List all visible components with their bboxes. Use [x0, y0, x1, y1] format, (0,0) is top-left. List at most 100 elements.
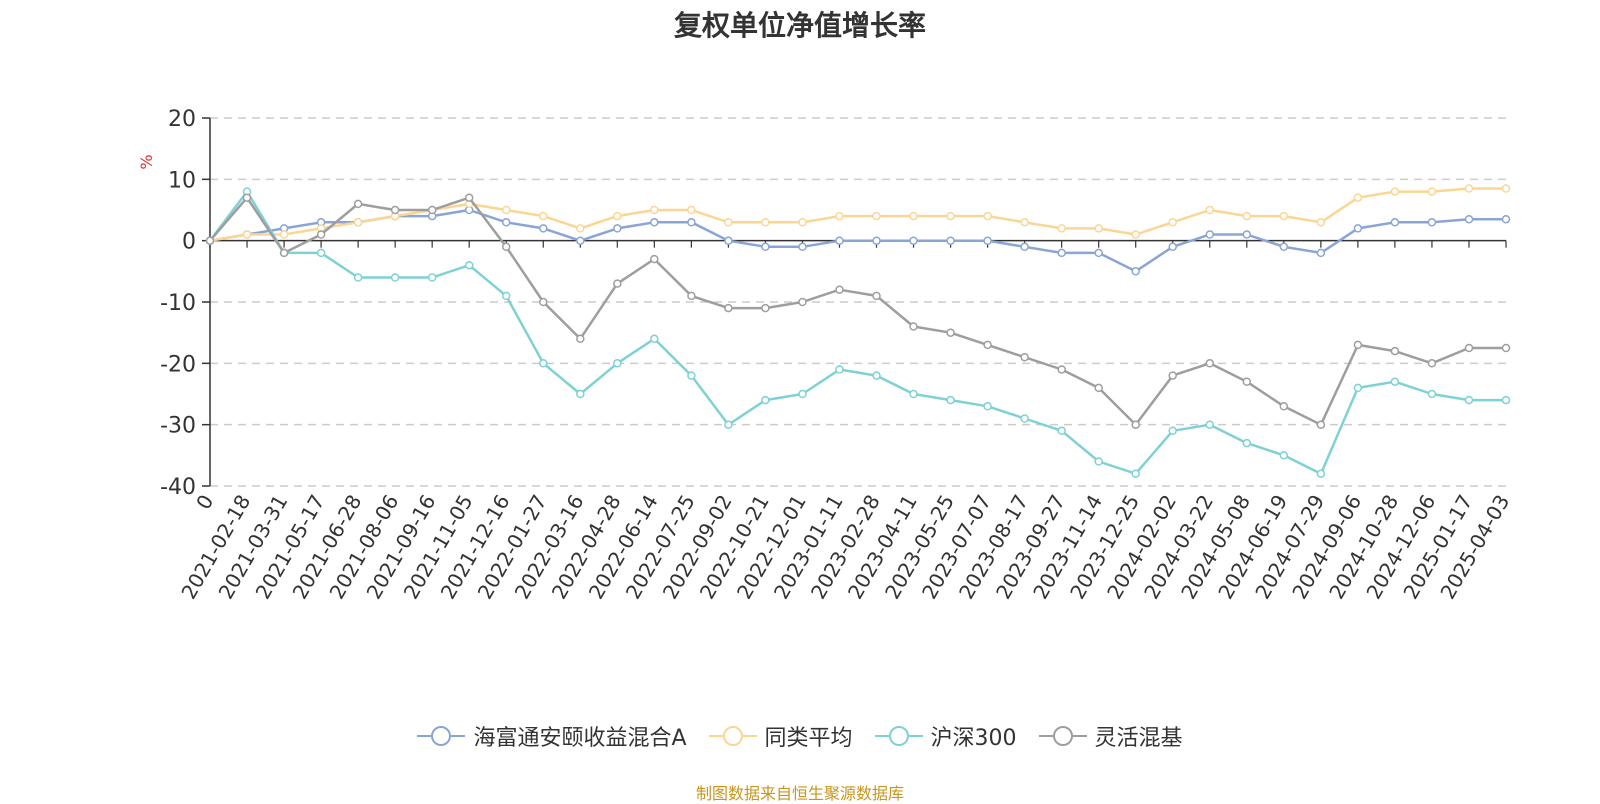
data-point: [1316, 420, 1326, 429]
data-point: [1427, 389, 1437, 399]
data-point: [1168, 218, 1177, 227]
x-tick-labels: 02021-02-182021-03-312021-05-172021-06-2…: [176, 491, 1514, 604]
data-point: [1464, 395, 1474, 405]
data-point: [1464, 343, 1474, 353]
data-point: [1464, 214, 1474, 224]
data-point: [798, 389, 807, 399]
data-point: [946, 236, 955, 245]
data-point: [724, 303, 733, 313]
data-point: [983, 402, 992, 411]
data-point: [576, 224, 585, 233]
data-point: [1205, 420, 1215, 429]
axes: % -40 -30 -20 -10 0 10 20: [137, 107, 1507, 500]
y-tick-label: 0: [182, 230, 196, 255]
data-point: [946, 395, 955, 405]
data-point: [1353, 340, 1363, 350]
data-point: [353, 273, 363, 282]
data-point: [650, 334, 659, 344]
data-point: [316, 248, 326, 258]
chart-title: 复权单位净值增长率: [673, 9, 926, 42]
data-point: [539, 211, 548, 221]
data-point: [1390, 218, 1400, 227]
data-point: [909, 322, 918, 331]
data-point: [1242, 438, 1252, 448]
data-point: [687, 371, 696, 380]
data-point: [501, 205, 511, 215]
data-point: [1279, 451, 1289, 460]
data-point: [1316, 218, 1326, 227]
data-point: [650, 205, 659, 215]
data-point: [205, 236, 215, 245]
data-point: [613, 224, 622, 233]
data-point: [427, 273, 437, 282]
data-point: [1094, 224, 1103, 233]
data-point: [613, 279, 622, 288]
data-point: [1353, 193, 1363, 202]
data-point: [724, 236, 733, 245]
data-point: [983, 340, 992, 350]
data-point: [946, 211, 955, 221]
legend-label: 灵活混基: [1094, 726, 1183, 751]
data-point: [761, 395, 770, 405]
data-point: [724, 218, 733, 227]
data-point: [1501, 184, 1511, 193]
data-point: [946, 328, 955, 337]
legend-item[interactable]: 灵活混基: [1038, 720, 1183, 752]
data-point: [1242, 211, 1252, 221]
data-point: [1464, 184, 1474, 193]
legend-label: 海富通安颐收益混合A: [473, 726, 687, 751]
data-point: [872, 211, 881, 221]
data-point: [798, 218, 807, 227]
data-point: [687, 291, 696, 301]
data-point: [687, 218, 696, 227]
data-point: [1131, 469, 1140, 478]
y-tick-label: -40: [160, 475, 196, 500]
data-point: [872, 291, 881, 301]
data-point: [909, 389, 918, 399]
data-point: [761, 218, 770, 227]
series-line: [209, 208, 1506, 273]
data-point: [798, 242, 807, 252]
data-point: [1020, 218, 1029, 227]
data-point: [279, 248, 289, 258]
data-point: [1168, 426, 1177, 436]
data-point: [464, 193, 474, 202]
data-point: [835, 211, 844, 221]
data-point: [724, 420, 733, 429]
y-tick-label: -10: [160, 291, 196, 316]
data-point: [1094, 457, 1103, 466]
data-point: [1501, 395, 1511, 405]
data-point: [1353, 383, 1363, 393]
data-point: [501, 218, 511, 227]
y-tick-label: 20: [168, 107, 196, 132]
data-point: [835, 365, 844, 374]
data-point: [1131, 267, 1140, 276]
legend: 海富通安颐收益混合A 同类平均 沪深300 灵活混基: [0, 720, 1600, 752]
legend-swatch-icon: [417, 726, 466, 746]
data-point: [1353, 224, 1363, 233]
data-point: [1205, 230, 1215, 239]
data-point: [1131, 230, 1140, 239]
data-point: [1094, 248, 1103, 258]
data-point: [1501, 214, 1511, 224]
data-point: [390, 273, 400, 282]
legend-swatch-icon: [1038, 726, 1087, 746]
data-point: [1427, 187, 1437, 196]
data-point: [1242, 377, 1252, 386]
data-point: [1390, 346, 1400, 356]
data-point: [539, 297, 548, 307]
data-point: [983, 211, 992, 221]
legend-item[interactable]: 沪深300: [874, 720, 1017, 752]
y-tick-label: -30: [160, 414, 196, 439]
legend-item[interactable]: 同类平均: [708, 720, 853, 752]
data-point: [316, 230, 326, 239]
series-line: [209, 187, 1506, 242]
data-point: [1390, 377, 1400, 386]
line-chart: % -40 -30 -20 -10 0 10 20 02021-02-182021-03-3…: [137, 107, 1514, 604]
data-point: [576, 334, 585, 344]
data-point: [353, 218, 363, 227]
data-point: [1501, 343, 1511, 353]
legend-item[interactable]: 海富通安颐收益混合A: [417, 720, 687, 752]
data-point: [650, 218, 659, 227]
data-point: [835, 285, 844, 294]
